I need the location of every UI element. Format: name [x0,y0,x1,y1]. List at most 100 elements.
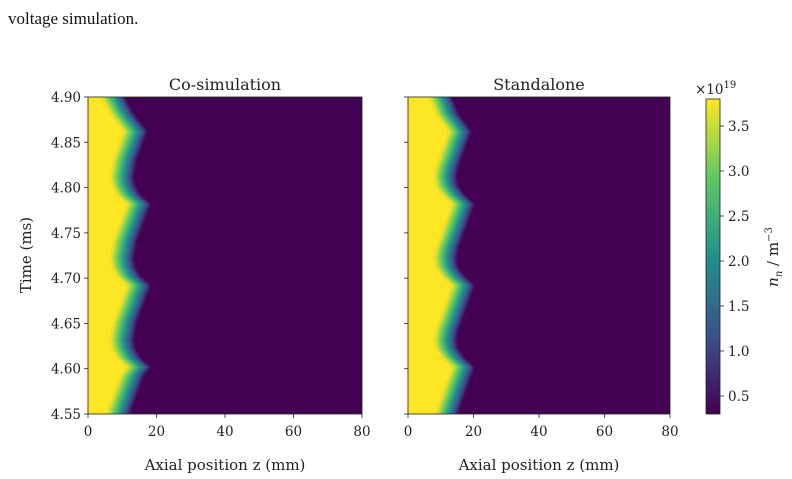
front-strip-core [88,104,106,108]
front-strip-edge [438,320,463,324]
front-strip-core [408,249,436,253]
front-strip-edge [111,166,137,169]
front-strip-edge [112,241,138,245]
front-strip-core [88,180,111,183]
front-strip-core [88,172,111,175]
colorbar-ticks: 0.5 1.0 1.5 2.0 2.5 3.0 3.5 [720,119,749,405]
front-strip-core [88,307,119,310]
front-strip-core [408,170,435,173]
front-strip-core [408,410,437,413]
front-strip-core [88,192,116,195]
x-tick-label: 60 [596,424,613,440]
front-strip-core [408,245,437,249]
front-strip-edge [445,221,469,225]
front-strip-edge [440,396,465,399]
front-strip-core [88,186,113,189]
front-strip-edge [440,235,464,239]
front-strip-edge [118,378,144,381]
front-strip-edge [449,372,474,375]
front-strip-edge [121,217,147,221]
front-strip-edge [442,227,467,231]
front-strip-core [408,265,436,268]
front-strip-edge [123,200,149,203]
front-strip-edge [114,271,140,274]
front-strip-core [88,170,111,173]
front-strip-edge [116,275,142,278]
front-strip-core [88,100,104,104]
front-strip-edge [440,152,465,156]
front-strip-core [408,372,450,375]
front-strip-edge [105,104,131,108]
front-strip-core [88,378,119,381]
front-strip-edge [431,100,455,104]
front-strip-core [88,269,114,272]
front-strip-edge [118,144,143,148]
front-strip-core [408,196,445,199]
front-strip-core [88,184,112,187]
front-strip-edge [447,297,471,300]
front-strip-edge [434,172,459,175]
front-strip-edge [120,138,146,142]
x-axis-ticks-right: 0 20 40 60 80 [404,414,679,440]
front-strip-edge [450,370,474,373]
front-strip-core [88,326,113,330]
front-strip-core [88,352,115,356]
front-strip-edge [113,318,139,322]
front-strip-edge [115,273,141,276]
front-strip-edge [118,358,144,362]
front-strip-edge [113,320,138,324]
front-strip-edge [433,106,458,110]
front-strip-core [408,257,434,261]
front-strip-core [88,106,107,110]
front-strip-core [408,366,452,370]
front-strip-core [408,285,452,288]
front-strip-edge [433,338,458,342]
front-strip-edge [443,122,467,126]
front-strip-edge [442,194,466,197]
front-strip-core [408,126,446,130]
front-strip-core [408,190,440,193]
front-strip-core [408,154,440,158]
front-strip-edge [434,340,458,344]
front-strip-core [408,178,435,181]
front-strip-edge [448,211,473,215]
front-strip-edge [109,402,135,405]
front-strip-edge [436,348,460,352]
front-strip-core [408,342,435,346]
front-strip-core [408,251,435,255]
front-strip-core [408,275,443,278]
front-strip-core [408,225,444,229]
front-strip-core [88,402,110,405]
front-strip-core [408,142,445,146]
front-strip-core [88,152,116,156]
front-strip-edge [440,118,464,122]
front-strip-core [408,134,448,138]
front-strip-edge [115,233,141,237]
front-strip-core [88,394,113,397]
caption-text: voltage simulation. [8,9,139,28]
front-strip-core [88,114,112,118]
front-strip-core [408,144,444,148]
front-strip-edge [450,202,475,205]
front-strip-edge [434,261,459,265]
front-strip-edge [430,98,454,102]
front-strip-edge [121,299,147,302]
front-strip-edge [114,190,140,193]
front-strip-core [88,164,113,167]
front-strip-edge [112,324,138,328]
front-strip-core [88,265,112,268]
front-strip-core [88,316,115,320]
front-strip-core [88,261,111,265]
front-strip-core [88,334,111,338]
front-strip-core [88,198,122,201]
front-strip-core [88,332,112,336]
front-strip-edge [101,97,127,100]
front-strip-core [408,301,446,304]
front-strip-edge [123,281,149,284]
front-strip-core [88,128,123,132]
front-strip-core [88,225,119,229]
front-strip-core [408,340,435,344]
front-strip-core [88,146,118,150]
front-strip-edge [441,231,466,235]
front-strip-edge [429,97,453,100]
